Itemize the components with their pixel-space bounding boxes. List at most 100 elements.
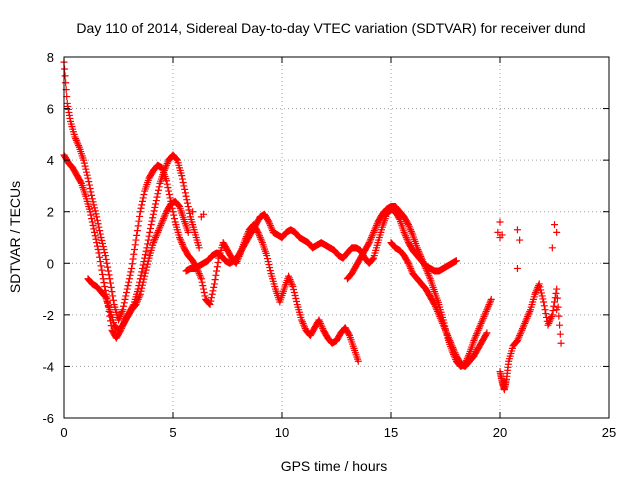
data-point-marker (496, 218, 504, 226)
data-point-marker (442, 326, 449, 334)
data-point-marker (91, 228, 99, 236)
data-point-marker (115, 314, 123, 322)
data-point-marker (144, 240, 152, 248)
data-point-marker (476, 321, 484, 329)
data-point-marker (145, 232, 153, 240)
data-point-marker (133, 231, 141, 239)
data-point-marker (163, 160, 171, 168)
data-point-marker (154, 190, 162, 198)
data-point-marker (257, 235, 265, 243)
data-point-marker (146, 224, 154, 232)
data-point-marker (140, 191, 148, 199)
data-point-marker (185, 206, 193, 214)
data-point-marker (198, 278, 206, 286)
data-point-marker (436, 314, 444, 322)
data-point-marker (144, 257, 152, 265)
data-point-marker (407, 226, 415, 234)
data-point-marker (92, 210, 100, 218)
data-point-marker (446, 337, 454, 345)
data-point-marker (264, 258, 272, 266)
data-point-marker (62, 79, 70, 87)
data-point-marker (125, 278, 133, 286)
data-point-marker (484, 302, 492, 310)
data-point-marker (211, 276, 219, 284)
data-point-marker (366, 237, 374, 245)
data-point-marker (542, 310, 550, 318)
data-point-marker (556, 321, 564, 329)
data-point-marker (299, 319, 307, 327)
data-point-marker (91, 232, 99, 240)
data-point-marker (481, 309, 489, 317)
data-point-marker (290, 289, 298, 297)
data-point-marker (96, 227, 104, 235)
y-tick-label: 8 (47, 50, 54, 65)
data-point-marker (90, 225, 98, 233)
data-point-marker (513, 226, 521, 234)
data-point-marker (151, 235, 159, 243)
data-point-marker (138, 201, 146, 209)
data-point-marker (72, 135, 80, 143)
data-point-marker (293, 298, 301, 306)
data-point-marker (103, 259, 111, 267)
data-point-marker (105, 271, 113, 279)
data-point-marker (208, 290, 216, 298)
data-point-marker (285, 272, 293, 280)
data-point-marker (98, 237, 106, 245)
data-point-marker (484, 304, 492, 312)
data-point-marker (160, 166, 168, 174)
data-point-marker (134, 295, 142, 303)
data-point-marker (552, 289, 560, 297)
data-point-marker (416, 251, 424, 259)
data-point-marker (75, 142, 83, 150)
data-point-marker (137, 287, 145, 295)
data-point-marker (210, 283, 218, 291)
data-point-marker (90, 201, 98, 209)
data-point-marker (210, 280, 218, 288)
data-point-marker (318, 323, 326, 331)
data-point-marker (139, 261, 147, 269)
data-point-marker (434, 307, 442, 315)
y-tick-label: -6 (42, 411, 54, 426)
data-point-marker (319, 325, 327, 333)
data-point-marker (523, 314, 531, 322)
data-point-marker (212, 271, 220, 279)
data-point-marker (553, 294, 561, 302)
data-point-marker (485, 301, 493, 309)
data-point-marker (265, 218, 273, 226)
data-points (60, 58, 565, 394)
data-point-marker (517, 328, 525, 336)
data-point-marker (166, 194, 174, 202)
data-point-marker (195, 270, 203, 278)
data-point-marker (123, 285, 131, 293)
data-point-marker (451, 349, 459, 357)
data-point-marker (541, 306, 549, 314)
data-point-marker (345, 330, 353, 338)
data-point-marker (138, 284, 146, 292)
data-point-marker (159, 216, 167, 224)
data-point-marker (516, 330, 524, 338)
data-point-marker (155, 225, 163, 233)
data-point-marker (162, 209, 170, 217)
y-tick-label: 0 (47, 256, 54, 271)
data-point-marker (368, 256, 376, 264)
data-point-marker (138, 264, 146, 272)
data-point-marker (405, 222, 413, 230)
data-point-marker (85, 181, 93, 189)
data-point-marker (519, 323, 527, 331)
data-point-marker (128, 264, 136, 272)
data-point-marker (372, 223, 380, 231)
data-point-marker (128, 260, 136, 268)
data-point-marker (551, 221, 558, 229)
data-point-marker (104, 267, 112, 275)
data-point-marker (120, 299, 128, 307)
data-point-marker (442, 328, 450, 336)
data-point-marker (514, 335, 522, 343)
data-point-marker (404, 258, 412, 266)
data-point-marker (178, 175, 186, 183)
data-point-marker (545, 318, 553, 326)
data-point-marker (73, 138, 81, 146)
data-point-marker (124, 282, 132, 290)
data-point-marker (425, 271, 433, 279)
data-point-marker (164, 184, 172, 192)
data-point-marker (71, 133, 79, 141)
